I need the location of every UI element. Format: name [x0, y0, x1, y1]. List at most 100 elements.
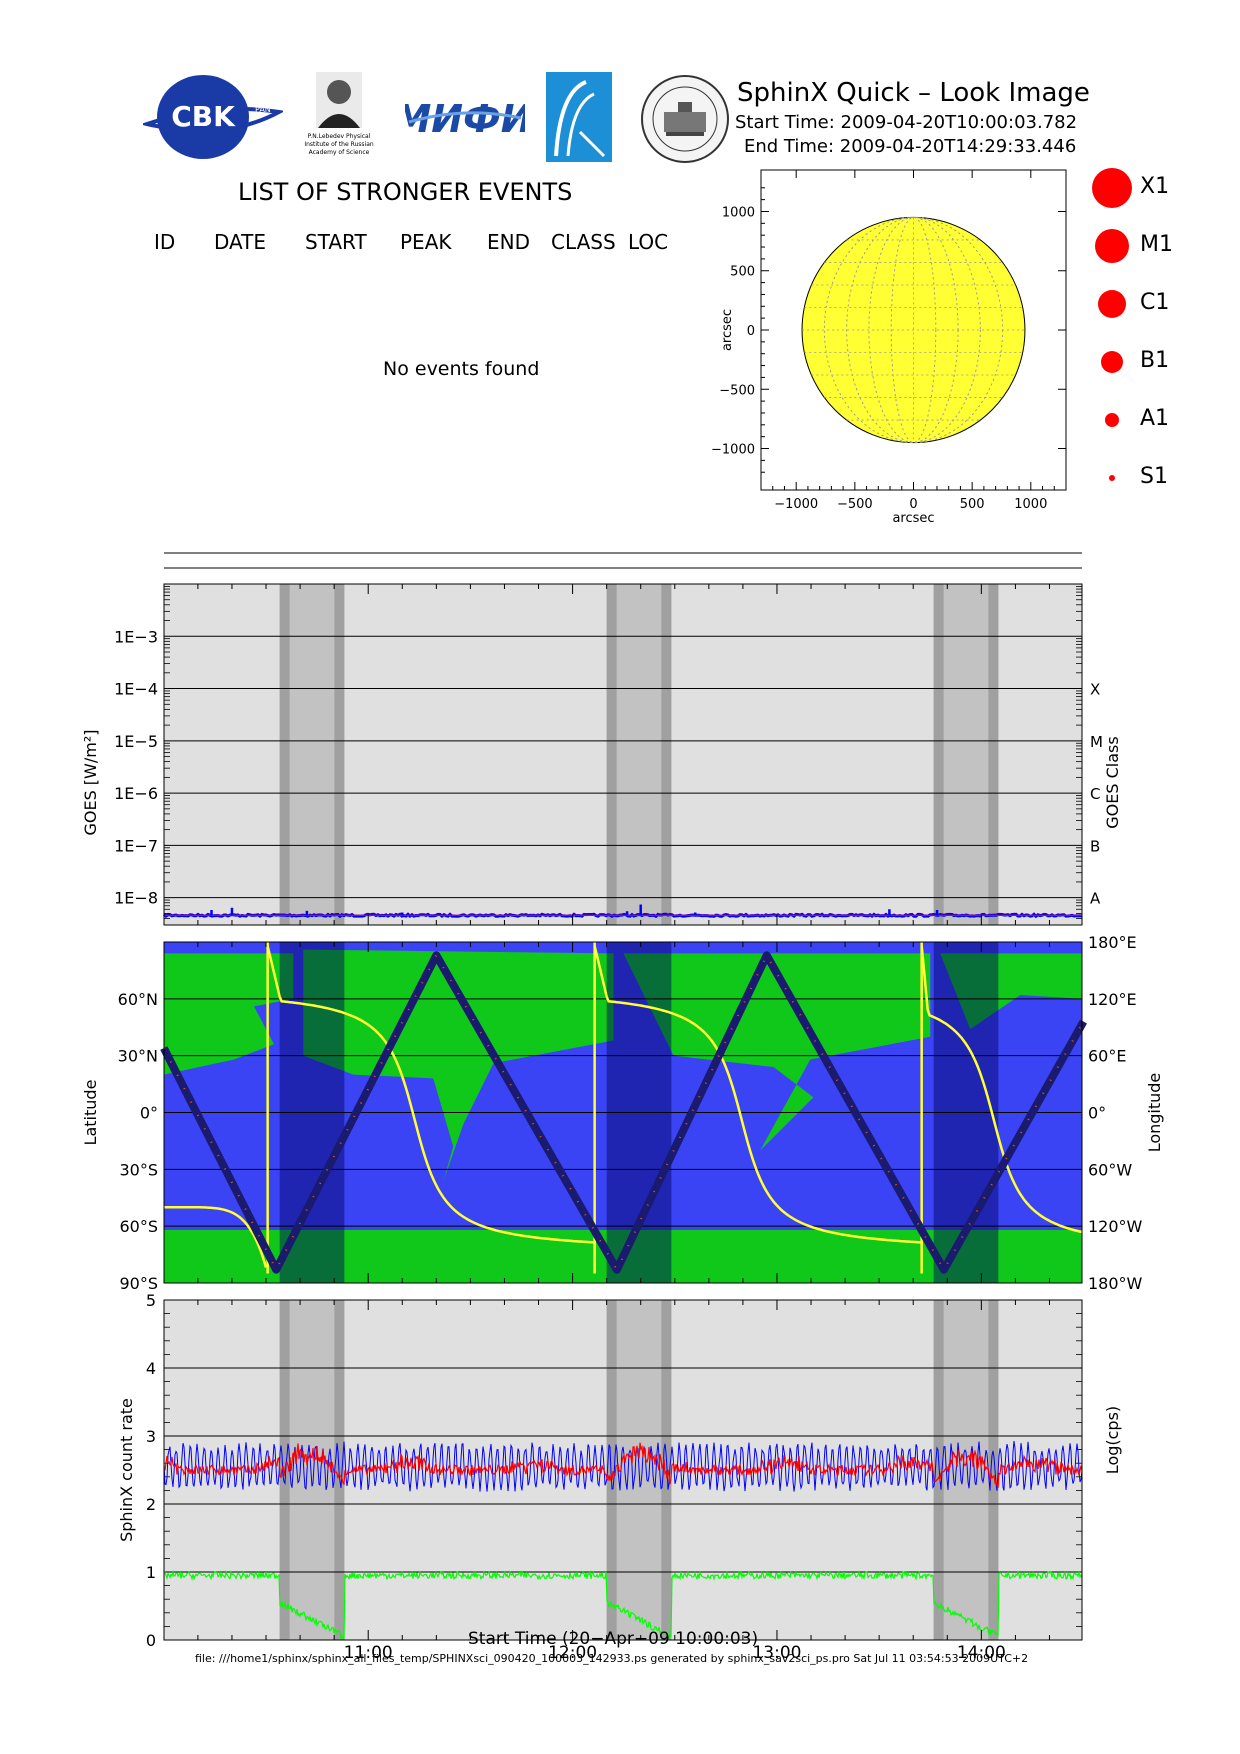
longitude-grid-line [890, 217, 937, 443]
map-y-tick-label: 500 [730, 265, 755, 280]
north-green-region [940, 953, 1082, 1030]
university-seal-logo [640, 74, 730, 164]
lebedev-institute-logo: P.N.Lebedev Physical Institute of the Ru… [296, 70, 382, 162]
time-tick-label: 11:00 [344, 1643, 393, 1663]
goes-y-tick-label: 1E−3 [114, 627, 158, 646]
goes-frame [163, 583, 1083, 926]
goes-y-tick-label: 1E−6 [114, 784, 158, 803]
cbk-pan-logo: CBK PAN [139, 72, 286, 162]
goes-y-tick-label: 1E−4 [114, 680, 158, 699]
latitude-tick-label: 90°S [119, 1274, 158, 1293]
eclipse-band [933, 584, 999, 925]
longitude-axis-label: Longitude [1145, 1073, 1164, 1153]
north-green-region [164, 953, 294, 1075]
legend-label-a1: A1 [1140, 406, 1170, 431]
events-col-loc: LOC [628, 230, 669, 254]
events-col-peak: PEAK [400, 230, 452, 254]
longitude-tick-label: 180°W [1088, 1274, 1143, 1293]
latitude-tick-label: 60°S [119, 1217, 158, 1236]
eclipse-band-edge [606, 1300, 617, 1640]
legend-label-c1: C1 [1140, 290, 1170, 315]
goes-class-label: B [1090, 837, 1100, 855]
rates-y-tick-label: 2 [146, 1495, 156, 1514]
end-time: End Time: 2009-04-20T14:29:33.446 [744, 136, 1077, 157]
events-col-end: END [487, 230, 530, 254]
footprint-curve [164, 1205, 268, 1268]
legend-dot-s1 [1109, 475, 1115, 481]
svg-text:CBK: CBK [171, 100, 236, 133]
sphinx-count-rate-panel: 0 1 2 3 4 5 11:00 12:00 13:00 14:00 SphinX count r… [117, 1291, 1122, 1663]
x-axis-label: Start Time (20−Apr−09 10:00:03) [468, 1629, 759, 1649]
longitude-tick-label: 0° [1088, 1104, 1106, 1123]
rates-y-tick-label: 5 [146, 1291, 156, 1310]
eclipse-band-edge [988, 584, 999, 925]
legend-label-x1: X1 [1140, 174, 1170, 199]
rates-y-tick-label: 3 [146, 1427, 156, 1446]
legend-label-b1: B1 [1140, 348, 1170, 373]
time-tick-label: 14:00 [957, 1643, 1006, 1663]
goes-y-tick-label: 1E−7 [114, 836, 158, 855]
eclipse-band-edge [933, 1300, 944, 1640]
no-events-message: No events found [383, 358, 540, 380]
map-x-tick-label: −500 [837, 497, 873, 512]
latitude-tick-label: 0° [140, 1104, 158, 1123]
map-y-tick-label: −500 [719, 383, 755, 398]
map-y-tick-label: 1000 [722, 205, 755, 220]
page-title: SphinX Quick – Look Image [737, 78, 1090, 108]
latitude-panel: 60°N 30°N 0° 30°S 60°S 90°S 180°E 120°E 60°E 0° 60… [81, 933, 1164, 1293]
longitude-tick-label: 60°W [1088, 1160, 1132, 1179]
latitude-tick-label: 60°N [118, 990, 158, 1009]
legend-label-s1: S1 [1140, 464, 1168, 489]
events-col-class: CLASS [551, 230, 616, 254]
events-col-date: DATE [214, 230, 267, 254]
longitude-tick-label: 120°W [1088, 1217, 1143, 1236]
svg-text:Institute of the Russian: Institute of the Russian [304, 141, 374, 148]
goes-class-label: X [1090, 681, 1100, 699]
rates-y2-axis-label: Log(cps) [1103, 1406, 1122, 1474]
goes-class-label: M [1090, 733, 1103, 751]
rates-y-tick-label: 4 [146, 1359, 156, 1378]
eclipse-band-edge [661, 584, 672, 925]
events-col-id: ID [154, 230, 176, 254]
goes-class-label: A [1090, 890, 1101, 908]
longitude-tick-label: 60°E [1088, 1047, 1126, 1066]
map-x-tick-label: 0 [909, 497, 917, 512]
latitude-axis-label: Latitude [81, 1080, 100, 1146]
footprint-curve [593, 945, 921, 1244]
goes-y-tick-label: 1E−8 [114, 889, 158, 908]
footprint-curve [920, 945, 1083, 1234]
svg-text:PAN: PAN [255, 105, 271, 114]
svg-text:P.N.Lebedev Physical: P.N.Lebedev Physical [308, 133, 371, 140]
spacecraft-logo [546, 72, 612, 162]
start-time: Start Time: 2009-04-20T10:00:03.782 [735, 112, 1078, 133]
orbit-latitude-track [160, 951, 1087, 1274]
longitude-tick-label: 180°E [1088, 933, 1137, 952]
events-col-start: START [305, 230, 367, 254]
latitude-tick-label: 30°N [118, 1047, 158, 1066]
events-title: LIST OF STRONGER EVENTS [238, 178, 573, 206]
legend-dot-a1 [1105, 413, 1119, 427]
time-tick-label: 12:00 [548, 1643, 597, 1663]
map-x-tick-label: 500 [960, 497, 985, 512]
goes-y-tick-label: 1E−5 [114, 732, 158, 751]
map-x-tick-label: 1000 [1014, 497, 1047, 512]
longitude-grid-line [846, 217, 981, 443]
eclipse-band [606, 584, 672, 925]
eclipse-band-edge [661, 1300, 672, 1640]
solar-disk-map: −1000 −500 0 500 1000 1000 500 0 −500 −1000 arcsec… [711, 169, 1067, 526]
goes-y-axis-label: GOES [W/m²] [81, 729, 100, 835]
latitude-tick-label: 30°S [119, 1160, 158, 1179]
sphinx-red-series [163, 1442, 1083, 1489]
legend-label-m1: M1 [1140, 232, 1173, 257]
goes-panel: 1E−3 1E−4 1E−5 1E−6 1E−7 1E−8 X M C B A GOES [W/m²]… [81, 583, 1122, 926]
eclipse-band-edge [988, 1300, 999, 1640]
map-y-tick-label: 0 [747, 324, 755, 339]
longitude-tick-label: 120°E [1088, 990, 1137, 1009]
footer-file-info: file: ///home1/sphinx/sphinx_all_files_t… [195, 1652, 1029, 1665]
map-y-tick-label: −1000 [711, 443, 755, 458]
eclipse-band-edge [279, 584, 290, 925]
map-y-axis-label: arcsec [720, 309, 735, 351]
goes-class-label: C [1090, 785, 1100, 803]
eclipse-band-edge [334, 584, 345, 925]
